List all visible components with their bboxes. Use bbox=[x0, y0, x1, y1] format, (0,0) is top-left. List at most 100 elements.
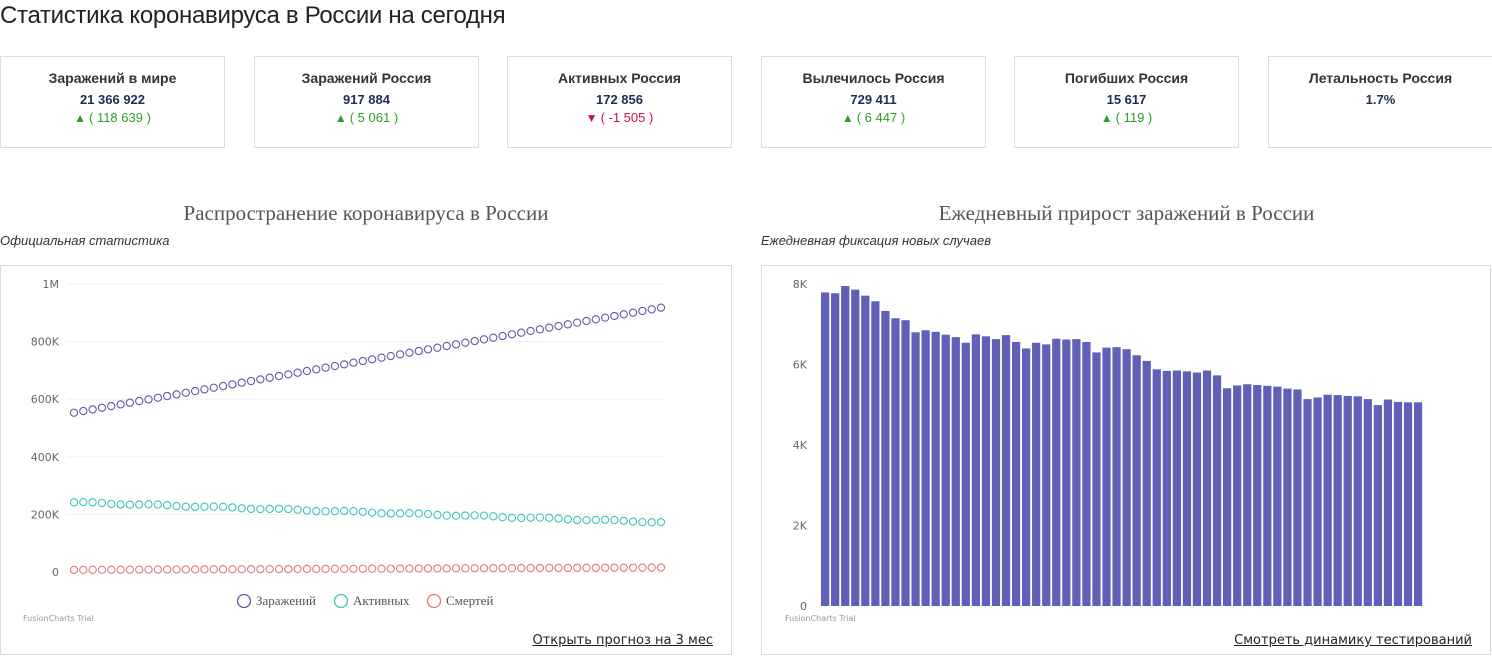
data-point[interactable] bbox=[489, 333, 498, 342]
data-point[interactable] bbox=[116, 400, 125, 409]
data-point[interactable] bbox=[610, 563, 619, 572]
data-point[interactable] bbox=[79, 565, 88, 575]
data-point[interactable] bbox=[340, 564, 349, 573]
data-point[interactable] bbox=[423, 345, 433, 354]
data-point[interactable] bbox=[284, 504, 293, 514]
bar[interactable] bbox=[971, 334, 980, 606]
data-point[interactable] bbox=[479, 564, 489, 573]
data-point[interactable] bbox=[144, 395, 153, 404]
data-point[interactable] bbox=[656, 303, 666, 312]
data-point[interactable] bbox=[190, 565, 200, 574]
data-point[interactable] bbox=[600, 313, 610, 322]
data-point[interactable] bbox=[479, 511, 489, 520]
data-point[interactable] bbox=[656, 563, 666, 572]
data-point[interactable] bbox=[368, 355, 377, 364]
data-point[interactable] bbox=[349, 564, 358, 573]
data-point[interactable] bbox=[144, 565, 153, 574]
data-point[interactable] bbox=[172, 565, 181, 574]
bar[interactable] bbox=[1172, 370, 1181, 606]
bar[interactable] bbox=[1393, 401, 1403, 606]
data-point[interactable] bbox=[284, 564, 293, 574]
data-point[interactable] bbox=[498, 563, 507, 573]
bar[interactable] bbox=[1263, 385, 1272, 606]
data-point[interactable] bbox=[97, 403, 107, 412]
data-point[interactable] bbox=[554, 321, 563, 331]
bar[interactable] bbox=[1233, 385, 1242, 606]
bar[interactable] bbox=[1072, 339, 1081, 606]
bar[interactable] bbox=[1323, 394, 1332, 606]
bar[interactable] bbox=[1112, 347, 1121, 606]
data-point[interactable] bbox=[405, 348, 414, 357]
data-point[interactable] bbox=[237, 504, 246, 513]
data-point[interactable] bbox=[200, 565, 209, 574]
bar[interactable] bbox=[1082, 341, 1091, 606]
bar[interactable] bbox=[1001, 335, 1011, 606]
data-point[interactable] bbox=[507, 330, 517, 339]
data-point[interactable] bbox=[349, 507, 358, 516]
data-point[interactable] bbox=[619, 310, 628, 319]
data-point[interactable] bbox=[218, 381, 228, 391]
data-point[interactable] bbox=[368, 564, 377, 573]
data-point[interactable] bbox=[572, 563, 582, 572]
bar[interactable] bbox=[1353, 396, 1362, 606]
data-point[interactable] bbox=[377, 509, 386, 518]
bar[interactable] bbox=[1192, 372, 1202, 606]
data-point[interactable] bbox=[69, 498, 79, 507]
data-point[interactable] bbox=[489, 512, 498, 521]
bar[interactable] bbox=[1132, 355, 1141, 606]
data-point[interactable] bbox=[526, 563, 535, 573]
data-point[interactable] bbox=[312, 365, 321, 374]
data-point[interactable] bbox=[507, 513, 517, 522]
data-point[interactable] bbox=[563, 563, 572, 573]
data-point[interactable] bbox=[535, 325, 545, 334]
data-point[interactable] bbox=[591, 515, 600, 525]
data-point[interactable] bbox=[209, 565, 218, 574]
data-point[interactable] bbox=[312, 506, 321, 516]
bar[interactable] bbox=[1052, 338, 1061, 606]
data-point[interactable] bbox=[395, 350, 405, 359]
data-point[interactable] bbox=[340, 506, 349, 516]
data-point[interactable] bbox=[256, 375, 265, 384]
data-point[interactable] bbox=[200, 502, 209, 511]
data-point[interactable] bbox=[628, 308, 638, 317]
data-point[interactable] bbox=[330, 361, 340, 371]
data-point[interactable] bbox=[442, 511, 451, 520]
data-point[interactable] bbox=[181, 565, 190, 574]
data-point[interactable] bbox=[545, 513, 554, 522]
bar[interactable] bbox=[1273, 386, 1282, 606]
data-point[interactable] bbox=[507, 563, 517, 573]
bar[interactable] bbox=[1243, 384, 1252, 606]
bar[interactable] bbox=[901, 320, 910, 606]
data-point[interactable] bbox=[88, 565, 97, 574]
bar[interactable] bbox=[1383, 399, 1393, 606]
bar[interactable] bbox=[871, 301, 880, 606]
data-point[interactable] bbox=[386, 351, 395, 361]
data-point[interactable] bbox=[554, 563, 563, 573]
data-point[interactable] bbox=[302, 366, 312, 376]
bar[interactable] bbox=[1403, 402, 1413, 606]
data-point[interactable] bbox=[619, 516, 628, 525]
bar[interactable] bbox=[1011, 341, 1021, 606]
data-point[interactable] bbox=[256, 564, 265, 574]
data-point[interactable] bbox=[591, 315, 600, 324]
bar[interactable] bbox=[1333, 395, 1342, 606]
data-point[interactable] bbox=[647, 518, 656, 527]
data-point[interactable] bbox=[582, 563, 591, 572]
data-point[interactable] bbox=[190, 386, 200, 396]
bar[interactable] bbox=[1022, 348, 1031, 606]
bar[interactable] bbox=[861, 295, 870, 606]
data-point[interactable] bbox=[321, 363, 330, 372]
data-point[interactable] bbox=[218, 502, 228, 511]
data-point[interactable] bbox=[284, 370, 293, 379]
data-point[interactable] bbox=[395, 509, 405, 518]
data-point[interactable] bbox=[293, 505, 302, 514]
bar[interactable] bbox=[1062, 339, 1071, 606]
data-point[interactable] bbox=[628, 517, 638, 526]
bar[interactable] bbox=[931, 331, 940, 606]
data-point[interactable] bbox=[274, 371, 284, 381]
data-point[interactable] bbox=[647, 305, 656, 314]
bar[interactable] bbox=[941, 334, 950, 606]
data-point[interactable] bbox=[302, 564, 312, 574]
bar[interactable] bbox=[891, 318, 900, 606]
data-point[interactable] bbox=[246, 376, 256, 386]
